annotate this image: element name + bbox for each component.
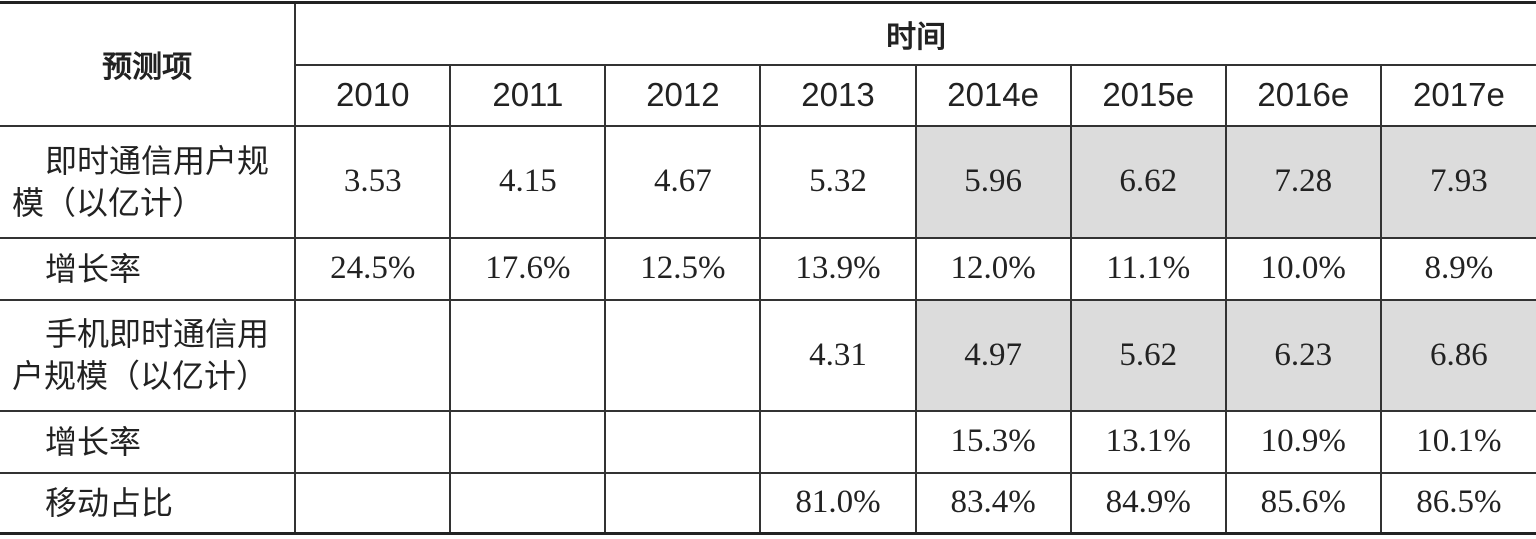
value-cell: 6.62 [1069, 124, 1227, 239]
year-header: 2013 [759, 63, 917, 127]
header-row: 预测项 时间 [0, 1, 1536, 127]
data-row: 手机即时通信用户规模（以亿计） 4.31 4.97 5.62 6.23 6.86 [0, 298, 1536, 412]
year-header: 2014e [914, 63, 1072, 127]
row-label: 增长率 [0, 236, 297, 301]
empty-cell [294, 471, 452, 535]
value-cell: 86.5% [1379, 471, 1536, 535]
value-cell: 84.9% [1069, 471, 1227, 535]
value-cell: 12.0% [914, 236, 1072, 301]
row-label: 增长率 [0, 409, 297, 474]
year-header: 2015e [1069, 63, 1227, 127]
row-label: 即时通信用户规模（以亿计） [0, 124, 297, 239]
empty-cell [294, 298, 452, 412]
row-label-header: 预测项 [0, 1, 297, 127]
value-cell: 83.4% [914, 471, 1072, 535]
row-label: 手机即时通信用户规模（以亿计） [0, 298, 297, 412]
empty-cell [604, 409, 762, 474]
value-cell: 4.15 [449, 124, 607, 239]
value-cell: 81.0% [759, 471, 917, 535]
year-header: 2012 [604, 63, 762, 127]
value-cell: 10.9% [1224, 409, 1382, 474]
value-cell: 4.67 [604, 124, 762, 239]
empty-cell [449, 409, 607, 474]
empty-cell [604, 298, 762, 412]
group-header: 时间 [294, 1, 1536, 66]
value-cell: 17.6% [449, 236, 607, 301]
year-header: 2011 [449, 63, 607, 127]
value-cell: 6.23 [1224, 298, 1382, 412]
value-cell: 5.62 [1069, 298, 1227, 412]
value-cell: 13.1% [1069, 409, 1227, 474]
data-row: 增长率 24.5% 17.6% 12.5% 13.9% 12.0% 11.1% 10.0% 8.… [0, 236, 1536, 301]
year-header: 2010 [295, 63, 452, 127]
value-cell: 7.93 [1379, 124, 1536, 239]
value-cell: 5.96 [914, 124, 1072, 239]
empty-cell [604, 471, 762, 535]
year-header: 2017e [1379, 63, 1536, 127]
value-cell: 3.53 [294, 124, 452, 239]
value-cell: 12.5% [604, 236, 762, 301]
value-cell: 10.0% [1224, 236, 1382, 301]
year-header: 2016e [1224, 63, 1382, 127]
data-row: 移动占比 81.0% 83.4% 84.9% 85.6% 86.5% [0, 471, 1536, 535]
data-row: 增长率 15.3% 13.1% 10.9% 10.1% [0, 409, 1536, 474]
empty-cell [759, 409, 917, 474]
empty-cell [449, 471, 607, 535]
value-cell: 4.31 [759, 298, 917, 412]
value-cell: 5.32 [759, 124, 917, 239]
value-cell: 11.1% [1069, 236, 1227, 301]
row-label: 移动占比 [0, 471, 297, 535]
empty-cell [294, 409, 452, 474]
data-row: 即时通信用户规模（以亿计） 3.53 4.15 4.67 5.32 5.96 6.62 7.2… [0, 124, 1536, 239]
value-cell: 24.5% [294, 236, 452, 301]
value-cell: 7.28 [1224, 124, 1382, 239]
value-cell: 6.86 [1379, 298, 1536, 412]
empty-cell [449, 298, 607, 412]
value-cell: 10.1% [1379, 409, 1536, 474]
year-row: 2010 2011 2012 2013 2014e 2015e 2016e 2017e [0, 63, 1536, 127]
value-cell: 8.9% [1379, 236, 1536, 301]
value-cell: 13.9% [759, 236, 917, 301]
value-cell: 15.3% [914, 409, 1072, 474]
value-cell: 4.97 [914, 298, 1072, 412]
value-cell: 85.6% [1224, 471, 1382, 535]
